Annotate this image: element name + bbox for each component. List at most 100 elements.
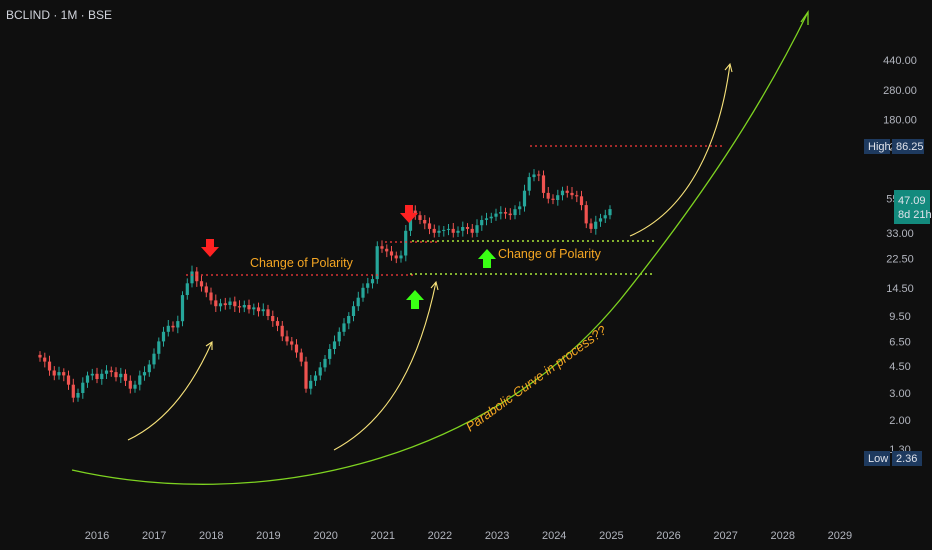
y-axis[interactable]: 440.00280.00180.00120.0055.0033.0022.501… bbox=[883, 55, 917, 456]
high-tag-value: 86.25 bbox=[896, 141, 924, 153]
candle bbox=[123, 369, 128, 386]
candle bbox=[584, 201, 588, 229]
candle-body bbox=[375, 246, 379, 280]
red-down-arrow-icon bbox=[400, 205, 418, 223]
block-arrows bbox=[201, 205, 496, 309]
candle-body bbox=[489, 216, 493, 219]
candle bbox=[598, 213, 603, 227]
candle-body bbox=[598, 218, 603, 222]
candle-body bbox=[399, 255, 403, 259]
candle bbox=[95, 367, 99, 384]
candle bbox=[489, 212, 493, 223]
candle-body bbox=[195, 271, 199, 282]
candle bbox=[76, 388, 80, 402]
candle bbox=[204, 282, 208, 298]
candle-body bbox=[389, 251, 394, 256]
candle bbox=[499, 206, 503, 220]
candle bbox=[556, 189, 560, 206]
red-down-arrow-icon bbox=[201, 239, 219, 257]
candle-body bbox=[470, 228, 474, 233]
candle bbox=[437, 225, 441, 237]
x-tick-label: 2029 bbox=[828, 530, 852, 542]
candle-body bbox=[361, 287, 365, 298]
candle-body bbox=[427, 223, 432, 229]
candle bbox=[43, 352, 47, 368]
candle bbox=[109, 366, 113, 377]
candle-body bbox=[456, 230, 460, 233]
candle bbox=[541, 170, 546, 199]
candle bbox=[589, 218, 593, 233]
candle-body bbox=[43, 357, 47, 362]
candle bbox=[71, 378, 75, 403]
candle bbox=[522, 184, 527, 212]
candle-body bbox=[161, 331, 166, 342]
candle bbox=[280, 321, 284, 342]
candle-body bbox=[579, 196, 584, 206]
candle-body bbox=[223, 303, 227, 306]
candle-body bbox=[185, 283, 189, 295]
candle-body bbox=[109, 370, 113, 373]
candle-body bbox=[142, 372, 147, 376]
candle-body bbox=[337, 331, 341, 342]
candle-body bbox=[285, 336, 289, 342]
candle-body bbox=[589, 223, 593, 229]
candle-body bbox=[237, 306, 242, 308]
candle-body bbox=[461, 227, 465, 231]
candle-body bbox=[228, 301, 232, 305]
arrow-head-2025 bbox=[724, 62, 733, 73]
candle bbox=[385, 244, 389, 258]
candle bbox=[114, 367, 118, 382]
candle bbox=[266, 304, 270, 321]
candle-body bbox=[385, 248, 389, 252]
candle bbox=[503, 207, 508, 219]
candle bbox=[157, 337, 161, 360]
green-up-arrow-icon bbox=[478, 249, 496, 268]
candle bbox=[309, 375, 313, 395]
candle-body bbox=[256, 307, 261, 312]
candle-body bbox=[332, 341, 337, 349]
low-tag-label: Low bbox=[868, 453, 888, 465]
candle bbox=[318, 362, 322, 381]
candle-body bbox=[152, 353, 156, 365]
candle-body bbox=[290, 341, 294, 345]
candle bbox=[223, 297, 227, 310]
candle bbox=[594, 215, 598, 235]
x-tick-label: 2022 bbox=[428, 530, 452, 542]
candle bbox=[570, 187, 574, 200]
candle-body bbox=[522, 190, 527, 207]
candle bbox=[104, 365, 109, 379]
candle-body bbox=[294, 344, 299, 353]
candle bbox=[299, 348, 303, 367]
parabolic-curve bbox=[71, 11, 809, 485]
candle-body bbox=[494, 213, 498, 217]
candle bbox=[275, 317, 280, 332]
y-tick-label: 6.50 bbox=[889, 336, 910, 348]
candle bbox=[356, 291, 360, 311]
candle-body bbox=[570, 192, 574, 196]
candle-body bbox=[147, 364, 151, 373]
candle-body bbox=[271, 316, 275, 322]
candle bbox=[199, 275, 204, 292]
candle bbox=[442, 226, 446, 237]
x-tick-label: 2024 bbox=[542, 530, 566, 542]
candle bbox=[375, 241, 379, 284]
candle-body bbox=[119, 373, 123, 378]
candle bbox=[161, 326, 166, 347]
candle-body bbox=[95, 373, 99, 379]
candle-body bbox=[233, 301, 237, 307]
candle bbox=[518, 201, 522, 215]
candle-body bbox=[546, 192, 550, 199]
candle-body bbox=[100, 373, 104, 379]
candle bbox=[171, 321, 175, 332]
x-axis[interactable]: 2016 2017 2018 2019 2020 2021 2022 2023 2024 2025… bbox=[85, 530, 852, 542]
candle bbox=[370, 275, 375, 289]
candle bbox=[323, 355, 327, 372]
candle-body bbox=[465, 227, 470, 229]
candle-body bbox=[437, 230, 441, 233]
candle-body bbox=[252, 307, 256, 310]
candle-body bbox=[133, 384, 137, 389]
candle-body bbox=[503, 212, 508, 214]
candle-body bbox=[275, 321, 280, 326]
candle bbox=[66, 370, 71, 390]
